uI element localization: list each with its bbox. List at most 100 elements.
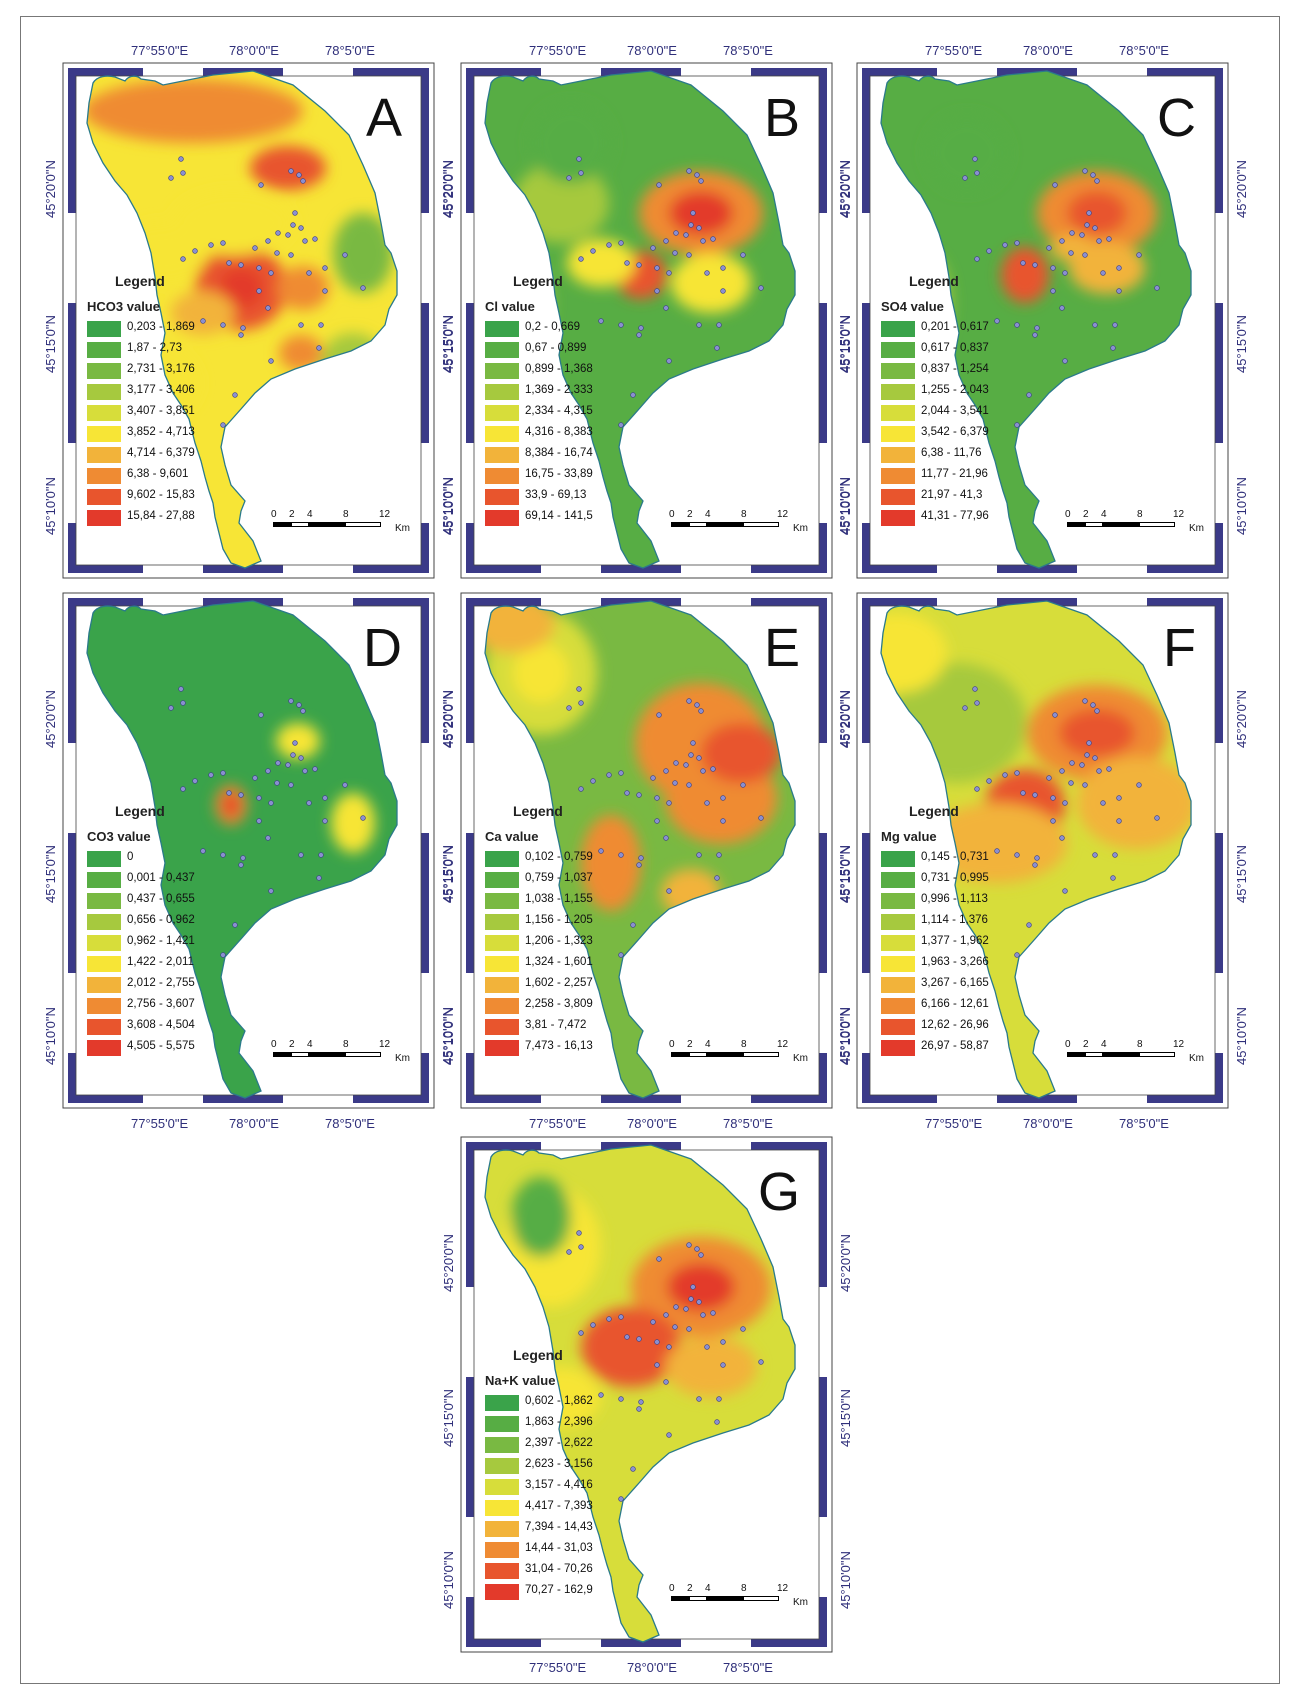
legend-swatch: [485, 1542, 519, 1558]
surface-zone: [219, 268, 263, 308]
longitude-label: 77°55'0"E: [131, 43, 189, 58]
legend-class-range: 0,617 - 0,837: [921, 342, 989, 354]
legend-swatch: [881, 489, 915, 505]
longitude-label: 78°5'0"E: [1119, 43, 1169, 58]
surface-zone: [701, 723, 781, 783]
legend-entry: 2,334 - 4,315: [485, 403, 645, 424]
latitude-label-right: 45°15'0"N: [1234, 315, 1249, 373]
legend-swatch: [485, 998, 519, 1014]
longitude-label: 78°5'0"E: [723, 1116, 773, 1131]
frame-tick: [466, 213, 474, 303]
well-point: [1154, 285, 1160, 291]
legend-class-range: 3,608 - 4,504: [127, 1019, 195, 1031]
surface-zone: [667, 1263, 735, 1311]
latitude-label-left: 45°15'0"N: [837, 315, 852, 373]
scale-segment: [1103, 1052, 1139, 1057]
well-point: [1112, 322, 1118, 328]
legend-class-range: 1,422 - 2,011: [127, 956, 194, 968]
legend-entry: 8,384 - 16,74: [485, 445, 645, 466]
well-point: [290, 752, 296, 758]
well-point: [220, 852, 226, 858]
legend-class-range: 9,602 - 15,83: [127, 489, 195, 501]
legend-entry: 0,731 - 0,995: [881, 870, 1041, 891]
latitude-label-left: 45°15'0"N: [441, 845, 456, 903]
scale-segment: [689, 1596, 707, 1601]
scale-bar: 0 2 4 8 12 Km: [1065, 509, 1204, 539]
well-point: [1116, 265, 1122, 271]
legend-title: Legend: [909, 803, 959, 819]
legend-class-range: 0,437 - 0,655: [127, 893, 195, 905]
well-point: [1002, 242, 1008, 248]
legend-class-range: 1,369 - 2,333: [525, 384, 593, 396]
well-point: [636, 262, 642, 268]
legend-entry: 1,422 - 2,011: [87, 954, 247, 975]
well-point: [192, 248, 198, 254]
frame-tick: [819, 443, 827, 523]
longitude-label: 77°55'0"E: [131, 1116, 189, 1131]
well-point: [1062, 358, 1068, 364]
well-point: [296, 702, 302, 708]
scale-tick-label: 2: [1083, 509, 1089, 520]
surface-zone: [581, 815, 641, 911]
scale-tick-label: 8: [343, 1039, 349, 1050]
latitude-label-left: 45°10'0"N: [43, 1007, 58, 1065]
legend-class-range: 2,623 - 3,156: [525, 1458, 593, 1470]
legend-entry: 4,714 - 6,379: [87, 445, 247, 466]
well-point: [252, 245, 258, 251]
legend-class-range: 1,377 - 1,962: [921, 935, 989, 947]
legend-entry: 4,417 - 7,393: [485, 1498, 645, 1519]
frame-tick: [1215, 743, 1223, 833]
well-point: [1100, 800, 1106, 806]
longitude-label: 77°55'0"E: [529, 43, 587, 58]
scale-segment: [671, 1052, 689, 1057]
well-point: [1090, 172, 1096, 178]
well-point: [256, 265, 262, 271]
frame-tick: [1077, 68, 1147, 76]
legend-swatch: [485, 1395, 519, 1411]
legend-class-range: 16,75 - 33,89: [525, 468, 593, 480]
well-point: [1046, 245, 1052, 251]
well-point: [618, 1396, 624, 1402]
scale-segment: [345, 522, 381, 527]
legend-entry: 1,963 - 3,266: [881, 954, 1041, 975]
latitude-label-right: 45°20'0"N: [1234, 690, 1249, 748]
well-point: [238, 792, 244, 798]
scale-tick-label: 0: [271, 1039, 277, 1050]
well-point: [576, 156, 582, 162]
well-point: [1106, 236, 1112, 242]
longitude-label: 78°5'0"E: [325, 1116, 375, 1131]
frame-tick: [819, 1517, 827, 1597]
frame-tick: [143, 598, 203, 606]
well-point: [683, 762, 689, 768]
scale-segment: [743, 1596, 779, 1601]
well-point: [180, 256, 186, 262]
well-point: [208, 242, 214, 248]
latitude-label-right: 45°10'0"N: [1234, 1007, 1249, 1065]
legend-swatch: [485, 872, 519, 888]
surface-zone: [1067, 191, 1127, 235]
surface-zone: [927, 115, 1007, 191]
well-point: [672, 250, 678, 256]
legend-entry: 33,9 - 69,13: [485, 487, 645, 508]
legend-class-range: 41,31 - 77,96: [921, 510, 989, 522]
surface-zone: [511, 1177, 571, 1257]
legend-swatch: [87, 510, 121, 526]
well-point: [688, 1296, 694, 1302]
well-point: [1034, 325, 1040, 331]
legend-entry: 15,84 - 27,88: [87, 508, 247, 529]
well-point: [298, 225, 304, 231]
latitude-label-right: 45°20'0"N: [1234, 160, 1249, 218]
well-point: [168, 175, 174, 181]
legend-entry: 1,377 - 1,962: [881, 933, 1041, 954]
scale-tick-label: 8: [741, 1583, 747, 1594]
latitude-label-right: 45°20'0"N: [838, 1234, 853, 1292]
legend-swatch: [881, 1019, 915, 1035]
legend-variable-label: Na+K value: [485, 1373, 556, 1388]
scale-segment: [291, 1052, 309, 1057]
well-point: [1002, 772, 1008, 778]
surface-zone: [881, 613, 947, 693]
well-point: [710, 236, 716, 242]
well-point: [618, 240, 624, 246]
scale-tick-label: 4: [1101, 509, 1107, 520]
legend-swatch: [485, 1458, 519, 1474]
